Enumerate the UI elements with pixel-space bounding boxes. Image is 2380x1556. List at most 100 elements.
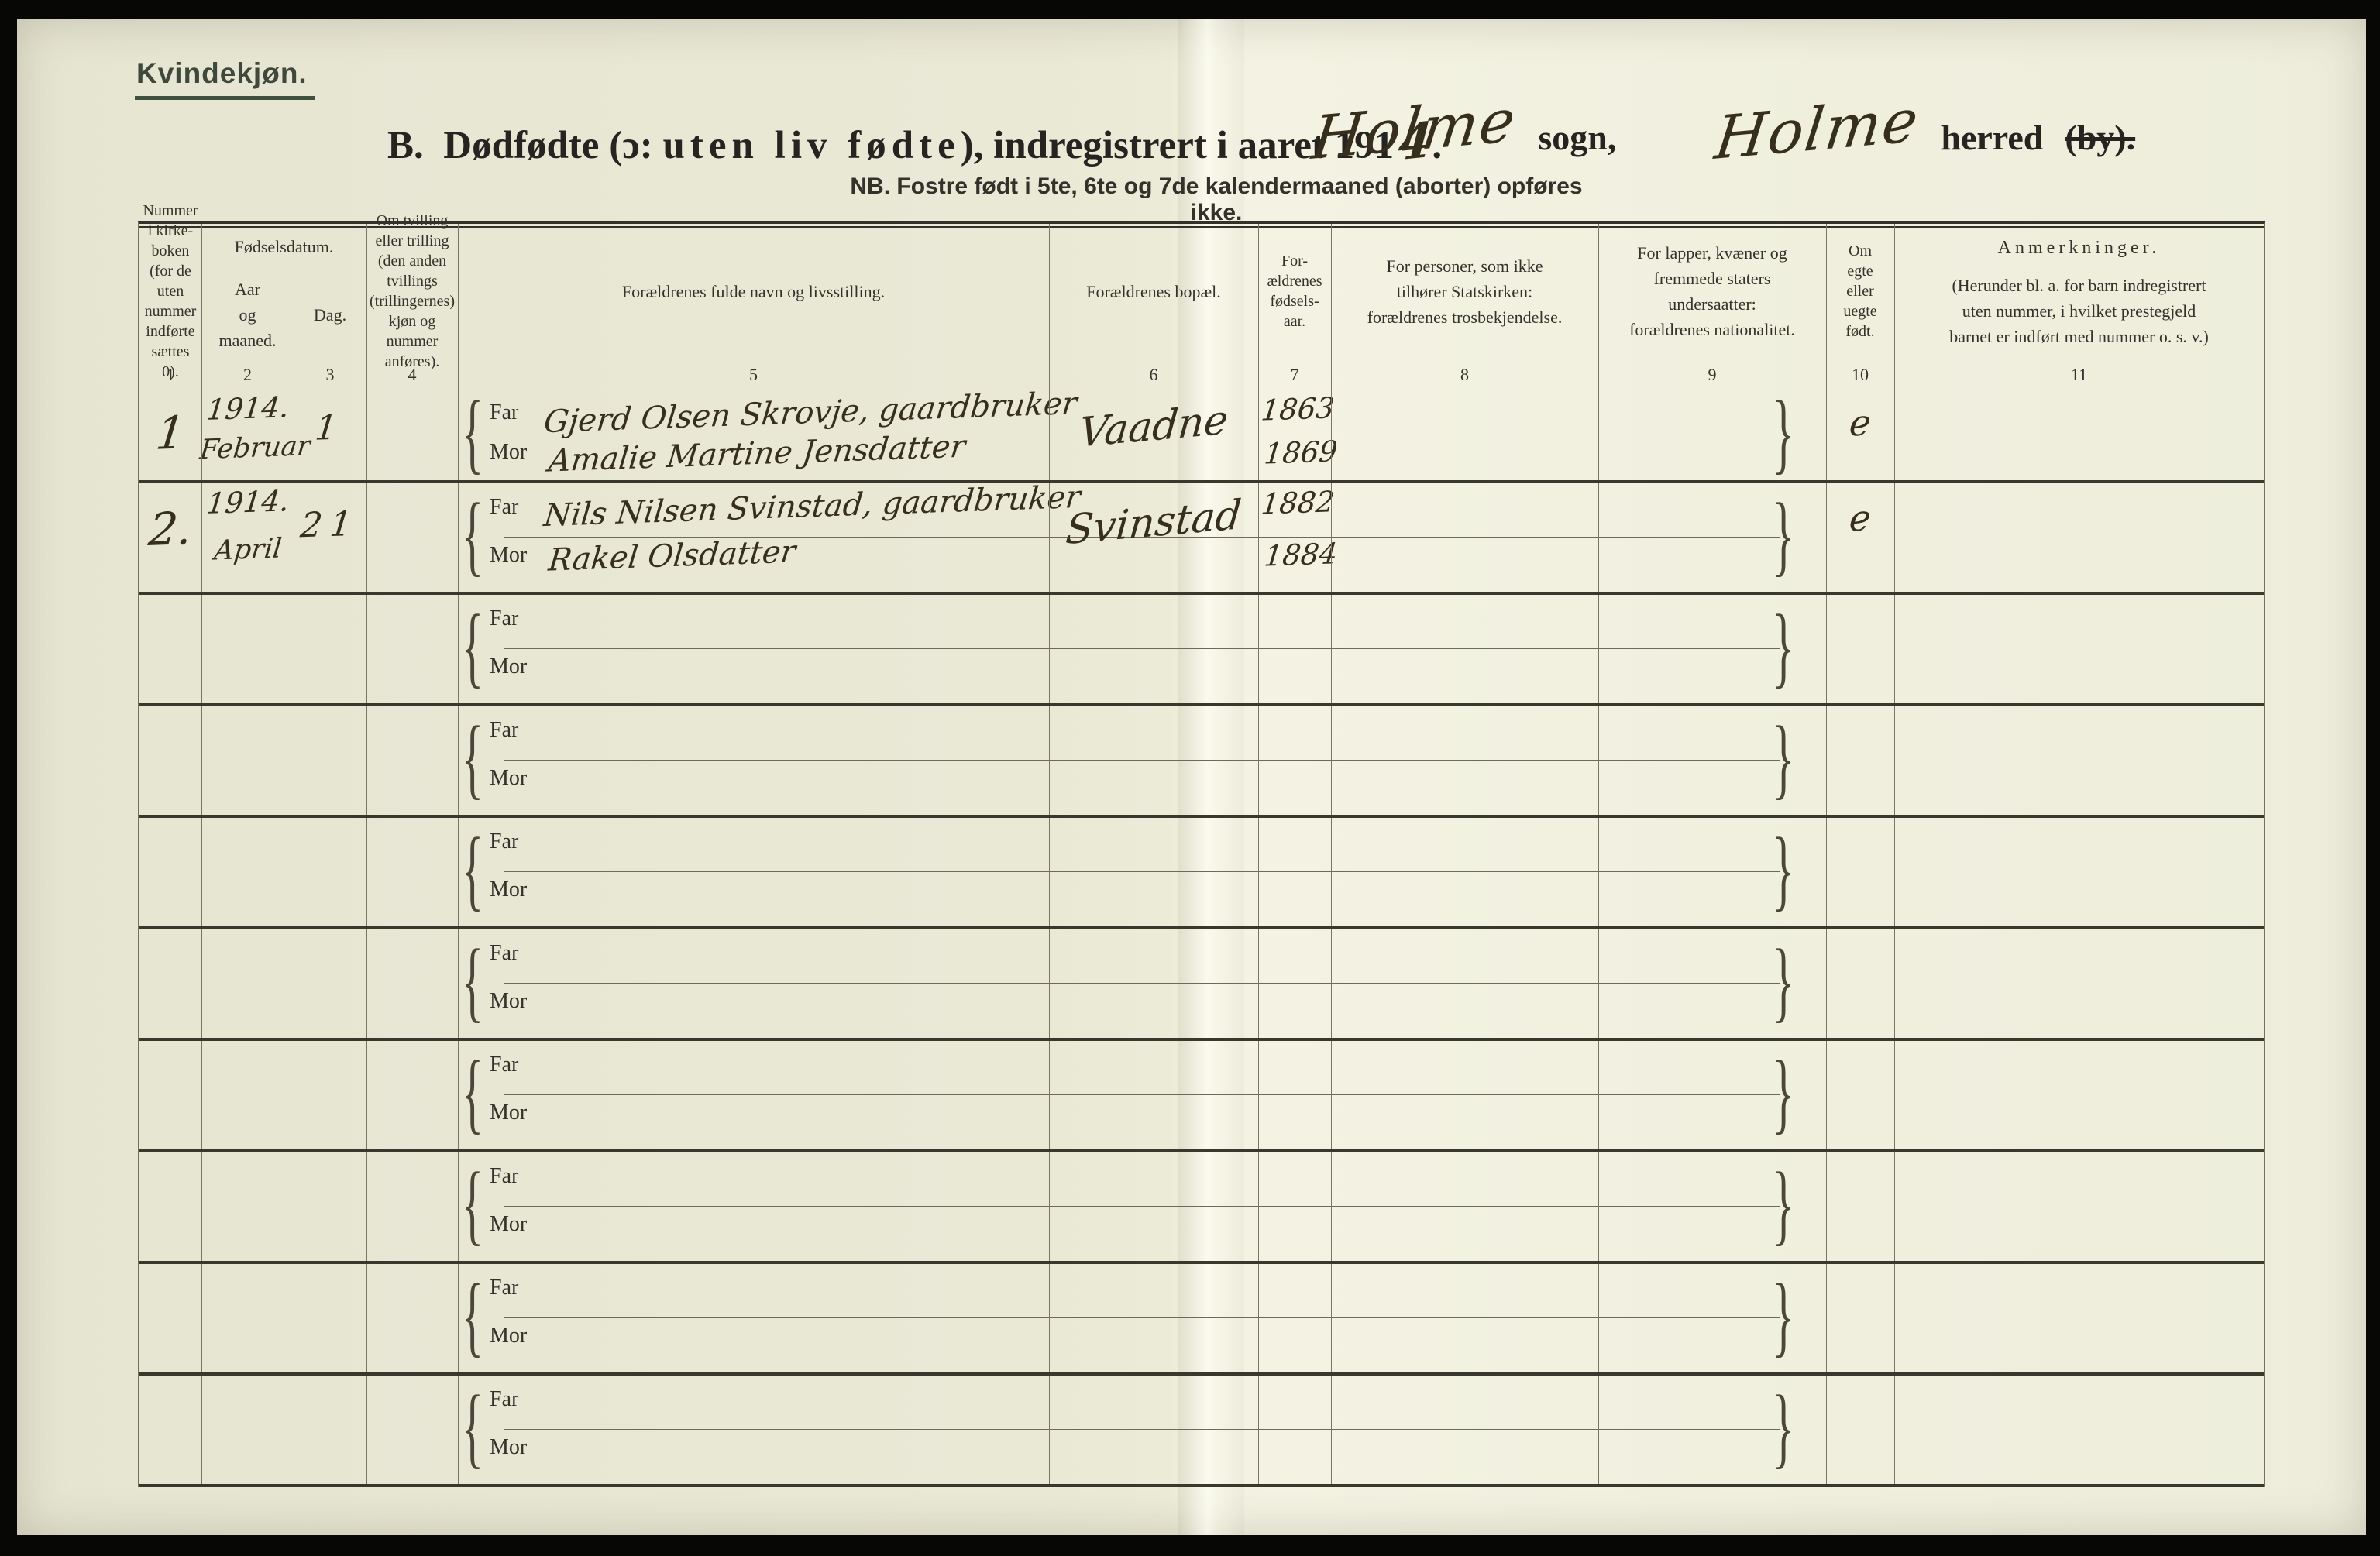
column-number: 8: [1460, 365, 1469, 384]
grid-line: [1258, 929, 1259, 1038]
far-label: Far: [490, 1276, 519, 1300]
grid-line: [1331, 483, 1332, 592]
grid-line: [1331, 1152, 1332, 1261]
parish-handwritten: Holme: [1308, 84, 1521, 173]
far-mor-divider-line: [504, 1317, 1780, 1318]
entry-legitimate-mark: e: [1847, 496, 1873, 540]
entry-mother-birthyear: [1264, 1318, 1333, 1321]
column-number: 2: [243, 365, 252, 384]
entry-birth-year: [201, 819, 294, 822]
entry-birth-month: [200, 979, 296, 982]
grid-line: [366, 1152, 367, 1261]
grid-line: [1598, 1041, 1599, 1149]
far-mor-open-brace: {: [461, 383, 484, 483]
entry-mother-birthyear: [1264, 761, 1333, 763]
entry-number: [139, 1283, 201, 1285]
mor-label: Mor: [490, 1435, 528, 1459]
form-title-part1: Dødfødte (ɔ:: [443, 124, 653, 167]
entry-legitimate-mark: [1826, 720, 1894, 722]
grid-line: [366, 224, 367, 390]
mor-label: Mor: [490, 439, 528, 464]
grid-line: [458, 818, 459, 926]
grid-line: [201, 595, 202, 703]
table-row: { } Far Mor: [139, 1264, 2264, 1376]
grid-line: [366, 1264, 367, 1372]
far-mor-open-brace: {: [461, 486, 484, 586]
grid-line: [1894, 818, 1895, 926]
grid-line: [201, 224, 202, 390]
entry-mother-birthyear: [1264, 1095, 1333, 1097]
table-row: { } Far Mor: [139, 1041, 2264, 1152]
entry-residence: [1052, 1049, 1254, 1067]
mor-label: Mor: [490, 878, 528, 902]
far-label: Far: [490, 718, 519, 743]
entry-birth-month: [200, 644, 296, 647]
entry-father-birthyear: [1261, 597, 1329, 599]
grid-line: [458, 595, 459, 703]
grid-line: [201, 483, 202, 592]
entry-birth-year: [201, 707, 294, 710]
header-anmerkninger-title: Anmerkninger.: [1997, 237, 2161, 258]
grid-line: [1258, 818, 1259, 926]
mor-label: Mor: [490, 654, 528, 678]
grid-line: [1258, 1152, 1259, 1261]
far-mor-divider-line: [504, 1094, 1780, 1095]
entry-mother-name: Rakel Olsdatter: [546, 534, 798, 579]
grid-line: [458, 1152, 459, 1261]
grid-line: [1049, 224, 1050, 390]
entry-birth-day: [294, 1173, 366, 1175]
entry-legitimate-mark: [1826, 608, 1894, 610]
entry-mother-birthyear: [1264, 1207, 1333, 1209]
entry-birth-year: [201, 1153, 294, 1156]
entry-father-birthyear: [1261, 1266, 1329, 1269]
entry-mother-birthyear: [1264, 649, 1333, 651]
far-label: Far: [490, 1387, 519, 1412]
table-row: { } Far Mor 1 1914. Februar 1 Gjerd Olse…: [139, 383, 2264, 483]
entry-father-birthyear: [1261, 1043, 1329, 1046]
entry-mother-birthyear: [1264, 1430, 1333, 1432]
grid-line: [201, 390, 202, 480]
grid-line: [1826, 1376, 1827, 1484]
entry-father-birthyear: 1882: [1259, 485, 1336, 521]
table-row: { } Far Mor: [139, 818, 2264, 929]
entry-birth-day: [294, 1284, 366, 1286]
grid-line: [1331, 818, 1332, 926]
far-mor-close-brace: }: [1772, 820, 1795, 920]
grid-line: [1826, 390, 1827, 480]
grid-line: [201, 1264, 202, 1372]
grid-line: [201, 1152, 202, 1261]
far-mor-close-brace: }: [1772, 1043, 1795, 1143]
grid-line: [366, 818, 367, 926]
grid-line: [1826, 706, 1827, 815]
form-title: B. Dødfødte (ɔ: uten liv fødte), indregi…: [387, 111, 1442, 171]
entry-birth-year: [201, 930, 294, 933]
far-mor-open-brace: {: [461, 1378, 484, 1478]
grid-line: [201, 1376, 202, 1484]
grid-line: [1894, 390, 1895, 480]
entry-legitimate-mark: [1826, 831, 1894, 833]
parish-label: sogn,: [1538, 118, 1617, 157]
grid-line: [1598, 818, 1599, 926]
grid-line: [1049, 483, 1050, 592]
header-tvilling: Om tvilling eller trilling (den anden tv…: [370, 212, 455, 370]
far-mor-divider-line: [504, 871, 1780, 872]
entry-birth-year: [201, 1042, 294, 1045]
entry-birth-month: [200, 756, 296, 759]
entry-residence: Svinstad: [1064, 491, 1243, 555]
grid-line: [201, 818, 202, 926]
entry-birth-month: [200, 1425, 296, 1428]
grid-line: [1049, 818, 1050, 926]
grid-line: [1258, 1041, 1259, 1149]
form-title-spaced: uten liv fødte: [662, 124, 961, 167]
entry-father-birthyear: [1261, 709, 1329, 711]
far-mor-divider-line: [504, 1429, 1780, 1430]
header-anmerkninger: Anmerkninger. (Herunder bl. a. for barn …: [1894, 224, 2264, 359]
grid-line: [1331, 1376, 1332, 1484]
grid-line: [1598, 929, 1599, 1038]
far-mor-close-brace: }: [1772, 932, 1795, 1032]
grid-line: [1049, 1376, 1050, 1484]
entry-number: [139, 1394, 201, 1396]
far-mor-close-brace: }: [1772, 486, 1795, 586]
entry-father-birthyear: [1261, 932, 1329, 934]
